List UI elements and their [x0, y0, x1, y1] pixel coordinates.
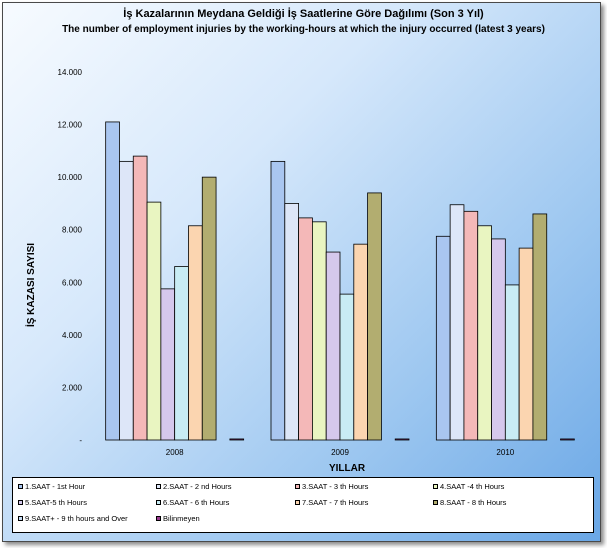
- bar: [105, 121, 120, 441]
- x-tick-label: 2009: [331, 448, 349, 457]
- y-tick-label: -: [79, 436, 82, 445]
- y-tick-label: 12.000: [58, 121, 83, 130]
- bar: [270, 160, 286, 441]
- legend-swatch: [18, 516, 23, 521]
- legend-item: 1.SAAT - 1st Hour: [18, 482, 85, 491]
- legend-item: 3.SAAT - 3 th Hours: [295, 482, 368, 491]
- bar: [504, 284, 520, 441]
- legend-label: 7.SAAT - 7 th Hours: [302, 498, 369, 507]
- legend-label: 4.SAAT -4 th Hours: [440, 482, 505, 491]
- y-tick-label: 14.000: [58, 68, 83, 77]
- y-tick-label: 10.000: [58, 173, 83, 182]
- bar: [353, 243, 368, 441]
- bar: [435, 235, 451, 441]
- bar: [477, 225, 492, 441]
- x-tick-label: 2010: [496, 448, 514, 457]
- legend-item: 5.SAAT-5 th Hours: [18, 498, 87, 507]
- bar: [518, 247, 534, 441]
- x-axis: 2008 2009 2010: [166, 448, 515, 457]
- legend-label: 3.SAAT - 3 th Hours: [302, 482, 369, 491]
- bar: [463, 210, 479, 441]
- bar: [229, 438, 245, 441]
- legend-item: 8.SAAT - 8 th Hours: [433, 498, 506, 507]
- bar: [560, 438, 575, 441]
- bar: [146, 201, 162, 441]
- x-tick-label: 2008: [166, 448, 184, 457]
- bar: [339, 293, 355, 441]
- chart-subtitle: The number of employment injuries by the…: [62, 24, 545, 35]
- bar: [201, 176, 217, 441]
- chart-title: İş Kazalarının Meydana Geldiği İş Saatle…: [123, 8, 484, 20]
- y-tick-label: 2.000: [62, 383, 83, 392]
- legend-item: Bilinmeyen: [156, 514, 200, 523]
- bar: [491, 238, 506, 441]
- legend-item: 7.SAAT - 7 th Hours: [295, 498, 368, 507]
- bar: [394, 438, 410, 441]
- legend-label: 8.SAAT - 8 th Hours: [440, 498, 507, 507]
- bar: [311, 221, 327, 441]
- bar: [284, 203, 299, 441]
- legend-swatch: [18, 500, 23, 505]
- legend-label: 1.SAAT - 1st Hour: [25, 482, 86, 491]
- bar: [367, 192, 382, 441]
- bar: [119, 160, 134, 441]
- bar: [532, 213, 548, 441]
- bar: [188, 225, 203, 441]
- legend-swatch: [18, 484, 23, 489]
- legend-label: 2.SAAT - 2 nd Hours: [163, 482, 232, 491]
- legend-swatch: [295, 484, 300, 489]
- legend-swatch: [295, 500, 300, 505]
- bar: [298, 217, 313, 441]
- legend-swatch: [433, 484, 438, 489]
- y-tick-label: 4.000: [62, 331, 83, 340]
- legend-label: 6.SAAT - 6 th Hours: [163, 498, 230, 507]
- bar: [449, 204, 465, 441]
- legend-label: 5.SAAT-5 th Hours: [25, 498, 87, 507]
- bar: [160, 288, 176, 441]
- y-tick-label: 8.000: [62, 226, 83, 235]
- legend-swatch: [156, 516, 161, 521]
- legend-swatch: [433, 500, 438, 505]
- legend-label: 9.SAAT+ - 9 th hours and Over: [25, 514, 128, 523]
- y-axis-label: İŞ KAZASI SAYISI: [24, 243, 37, 327]
- bar: [325, 251, 341, 441]
- legend: 1.SAAT - 1st Hour 2.SAAT - 2 nd Hours 3.SA…: [12, 477, 594, 533]
- legend-item: 2.SAAT - 2 nd Hours: [156, 482, 232, 491]
- legend-item: 4.SAAT -4 th Hours: [433, 482, 504, 491]
- legend-item: 6.SAAT - 6 th Hours: [156, 498, 229, 507]
- x-axis-label: YILLAR: [329, 463, 366, 474]
- legend-label: Bilinmeyen: [163, 514, 200, 523]
- y-tick-label: 6.000: [62, 278, 83, 287]
- y-axis: - 2.000 4.000 6.000 8.000 10.000 12.000 14.000: [58, 68, 83, 445]
- bar: [132, 155, 148, 441]
- bar: [174, 266, 189, 441]
- legend-item: 9.SAAT+ - 9 th hours and Over: [18, 514, 128, 523]
- legend-swatch: [156, 500, 161, 505]
- bar-series: [105, 121, 575, 441]
- legend-swatch: [156, 484, 161, 489]
